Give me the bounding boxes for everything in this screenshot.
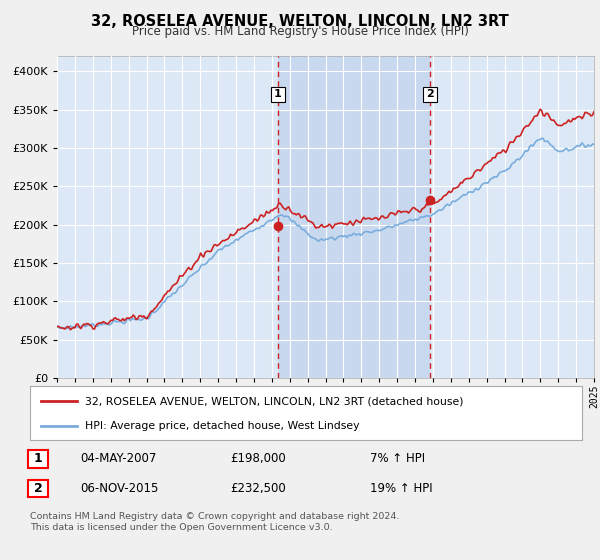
Text: 32, ROSELEA AVENUE, WELTON, LINCOLN, LN2 3RT: 32, ROSELEA AVENUE, WELTON, LINCOLN, LN2… [91,14,509,29]
Text: HPI: Average price, detached house, West Lindsey: HPI: Average price, detached house, West… [85,421,360,431]
Text: 7% ↑ HPI: 7% ↑ HPI [370,452,425,465]
Text: £198,000: £198,000 [230,452,286,465]
Text: 2: 2 [426,90,434,99]
Text: 2: 2 [34,482,43,495]
Text: 1: 1 [274,90,282,99]
Text: 1: 1 [34,452,43,465]
FancyBboxPatch shape [28,450,48,468]
Text: 06-NOV-2015: 06-NOV-2015 [80,482,158,495]
FancyBboxPatch shape [28,479,48,497]
Text: 32, ROSELEA AVENUE, WELTON, LINCOLN, LN2 3RT (detached house): 32, ROSELEA AVENUE, WELTON, LINCOLN, LN2… [85,396,464,407]
Bar [278,56,430,378]
Text: £232,500: £232,500 [230,482,286,495]
Text: 19% ↑ HPI: 19% ↑ HPI [370,482,433,495]
Text: 04-MAY-2007: 04-MAY-2007 [80,452,157,465]
Text: Contains HM Land Registry data © Crown copyright and database right 2024.
This d: Contains HM Land Registry data © Crown c… [30,512,400,532]
Text: Price paid vs. HM Land Registry's House Price Index (HPI): Price paid vs. HM Land Registry's House … [131,25,469,38]
